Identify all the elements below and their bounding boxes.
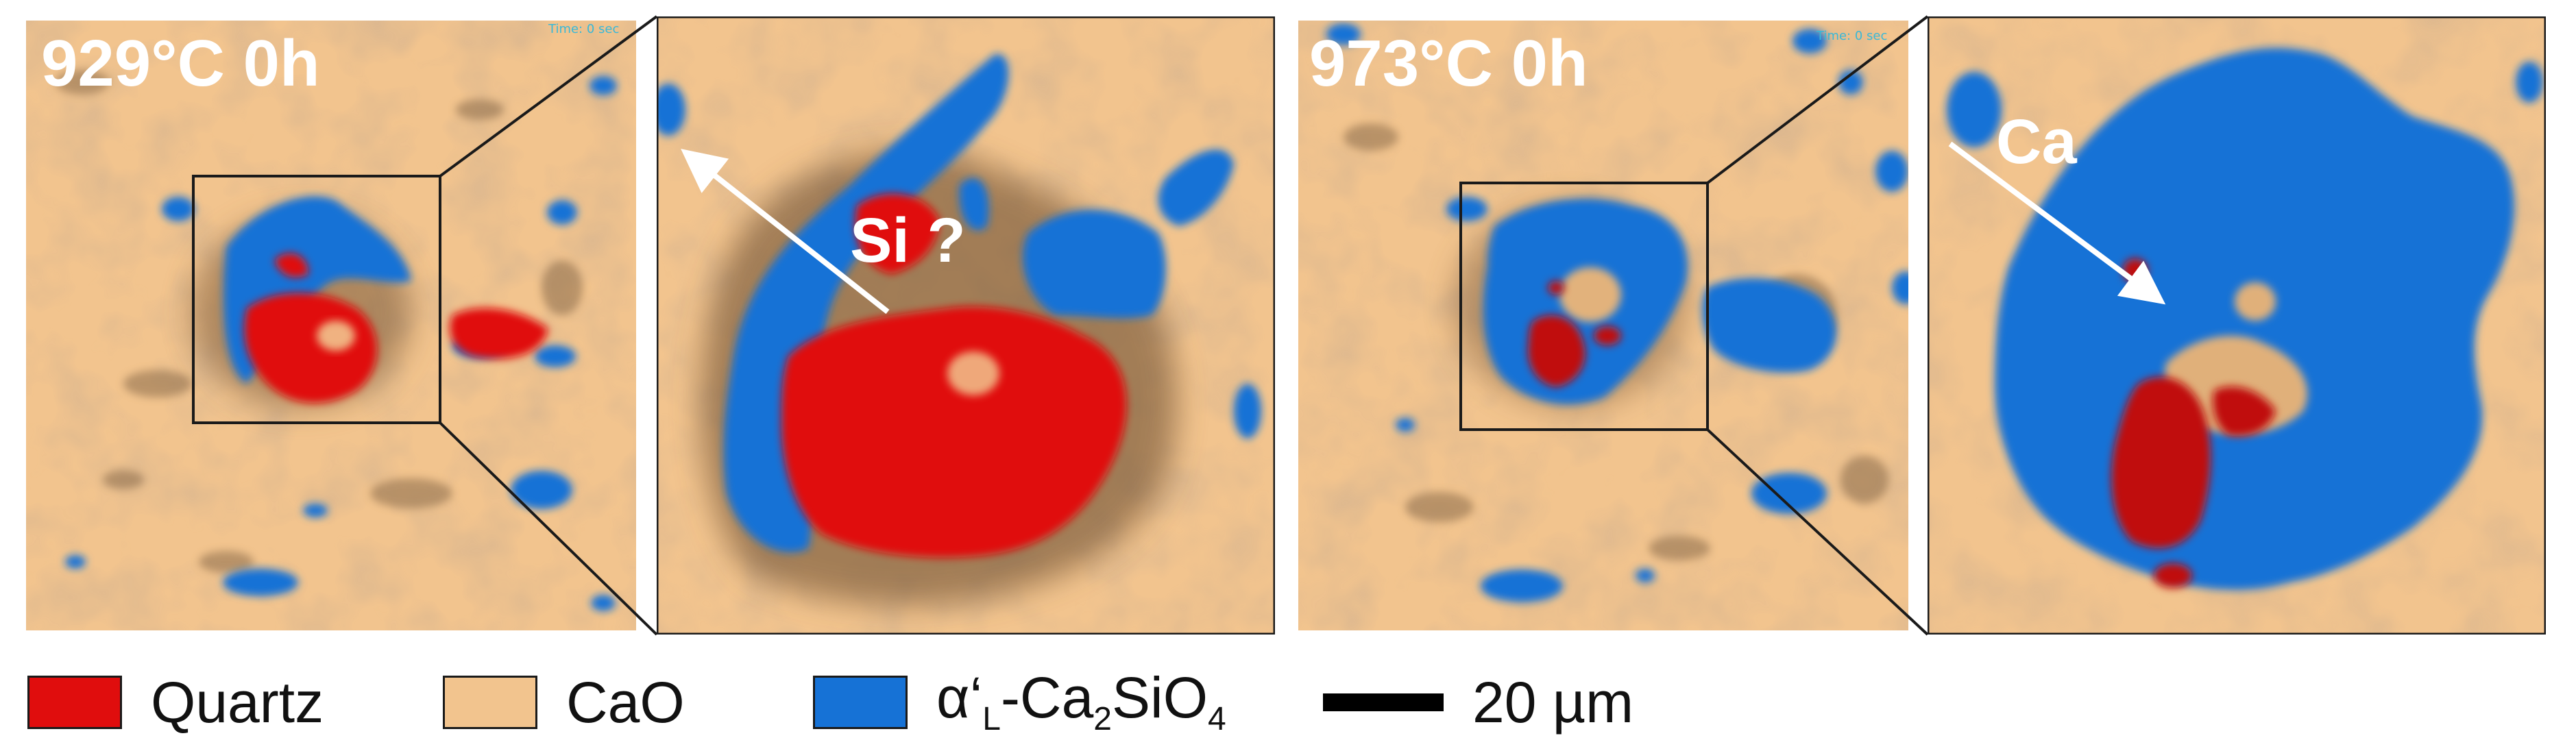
panel-973-zoom: Ca: [1928, 16, 2546, 635]
quartz-regions: [244, 253, 548, 404]
pore-shadows: [55, 70, 583, 573]
scale-bar-label: 20 µm: [1472, 670, 1634, 735]
time-stamp: Time: 0 sec: [1816, 29, 1887, 43]
legend-item-silicate: α‘L-Ca2SiO4: [813, 669, 1226, 736]
diffusion-arrow-si: [681, 149, 890, 315]
zoom-region-box: [192, 175, 441, 424]
zoom-connector-top: [1706, 15, 1929, 184]
legend-label-cao: CaO: [566, 670, 685, 735]
legend-label-silicate: α‘L-Ca2SiO4: [936, 669, 1226, 736]
legend-item-cao: CaO: [443, 672, 685, 733]
legend-item-scale: 20 µm: [1323, 672, 1633, 733]
legend-label-quartz: Quartz: [151, 670, 324, 735]
panel-929-overview: 929°C 0h Time: 0 sec: [26, 21, 636, 630]
zoom-connector-top: [439, 15, 658, 177]
scale-bar: [1323, 693, 1444, 711]
zoom-connector-bottom: [1706, 428, 1929, 636]
quartz-swatch: [27, 676, 122, 729]
legend-sub-4: 4: [1208, 700, 1226, 737]
phase-legend: Quartz CaO α‘L-Ca2SiO4 20 µm: [0, 658, 2576, 747]
panel-label-973: 973°C 0h: [1309, 27, 1588, 100]
legend-sub-2: 2: [1093, 700, 1112, 737]
time-stamp: Time: 0 sec: [548, 22, 619, 36]
zoom-region-box: [1459, 182, 1709, 431]
silicate-swatch: [813, 676, 908, 729]
arrow-label-si: Si ?: [850, 206, 966, 275]
cao-swatch: [443, 676, 537, 729]
panel-973-overview: 973°C 0h Time: 0 sec: [1298, 21, 1908, 630]
legend-sio: SiO: [1112, 665, 1208, 730]
arrow-label-ca: Ca: [1996, 107, 2077, 177]
panel-label-929: 929°C 0h: [41, 27, 320, 100]
legend-sub-l: L: [982, 700, 1001, 737]
panel-929-zoom: Si ?: [657, 16, 1275, 635]
legend-alpha: α‘: [936, 665, 983, 730]
quartz-regions: [1528, 281, 1621, 387]
zoom-connector-bottom: [439, 421, 658, 636]
diffusion-arrow-ca: [1948, 141, 2166, 305]
legend-item-quartz: Quartz: [27, 672, 324, 733]
legend-ca: -Ca: [1000, 665, 1094, 730]
quartz-regions: [781, 193, 1127, 558]
